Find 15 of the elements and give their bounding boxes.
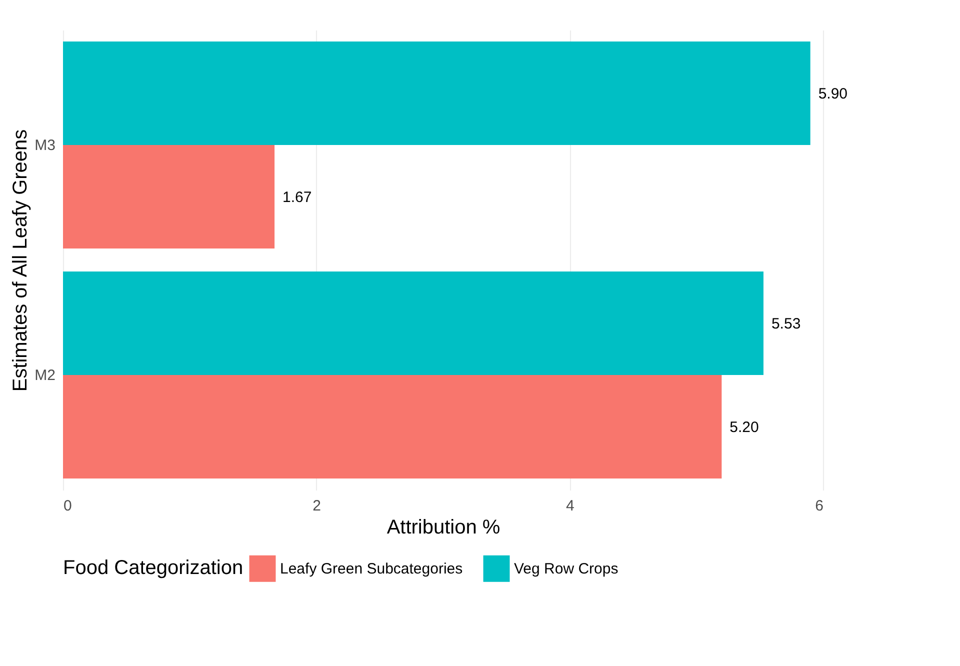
y-axis-title: Estimates of All Leafy Greens	[10, 129, 32, 392]
data-label: 1.67	[282, 188, 312, 206]
y-tick-label: M3	[34, 137, 56, 154]
x-tick-label: 0	[64, 498, 72, 514]
x-tick-label: 6	[815, 498, 824, 514]
x-tick-label: 4	[566, 498, 574, 514]
data-label: 5.20	[730, 418, 759, 436]
x-tick-label: 2	[312, 498, 322, 514]
legend-label: Veg Row Crops	[514, 560, 618, 578]
legend-title: Food Categorization	[63, 557, 244, 579]
y-tick-label: M2	[34, 367, 56, 384]
data-label: 5.90	[818, 85, 848, 102]
data-label: 5.53	[771, 315, 801, 332]
legend-label: Leafy Green Subcategories	[280, 560, 463, 578]
x-axis-title: Attribution %	[386, 516, 500, 538]
